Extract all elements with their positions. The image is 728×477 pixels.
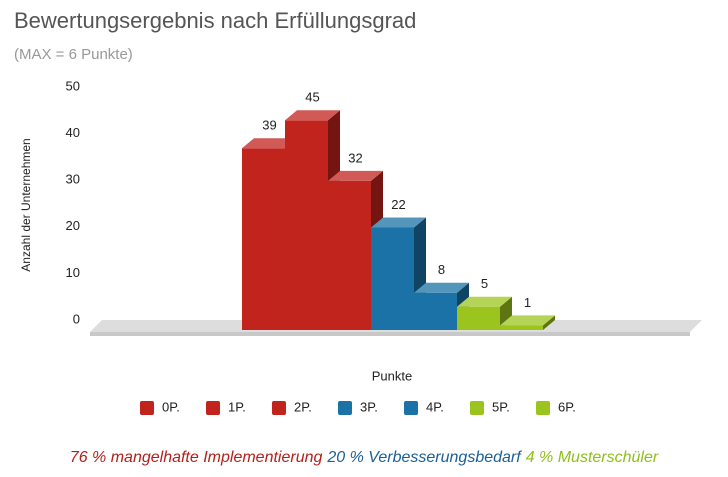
legend-label: 6P. <box>558 399 576 414</box>
value-label: 45 <box>305 90 319 105</box>
bar-front <box>242 148 285 330</box>
bar-top <box>414 282 469 293</box>
legend-swatch <box>338 401 352 415</box>
y-tick-label: 0 <box>73 311 80 326</box>
footer: 76 % mangelhafte Implementierung 20 % Ver… <box>70 449 659 466</box>
bar-top <box>242 138 297 149</box>
value-label: 32 <box>348 150 362 165</box>
bar-top <box>328 170 383 181</box>
x-axis-label: Punkte <box>372 368 412 383</box>
chart-subtitle: (MAX = 6 Punkte) <box>14 46 133 63</box>
bar-front <box>414 292 457 330</box>
bar-front <box>371 227 414 330</box>
footer-part: 76 % mangelhafte Implementierung <box>70 449 323 466</box>
legend-swatch <box>470 401 484 415</box>
value-label: 8 <box>438 262 445 277</box>
bar <box>500 315 555 330</box>
legend-label: 3P. <box>360 399 378 414</box>
legend-swatch <box>206 401 220 415</box>
legend-swatch <box>272 401 286 415</box>
legend-swatch <box>536 401 550 415</box>
bar-front <box>457 306 500 330</box>
value-label: 39 <box>262 118 276 133</box>
legend-label: 4P. <box>426 399 444 414</box>
footer-part: 20 % Verbesserungsbedarf <box>326 449 522 466</box>
y-tick-label: 10 <box>66 265 80 280</box>
value-label: 5 <box>481 276 488 291</box>
bar-front <box>500 325 543 330</box>
y-axis-label: Anzahl der Unternehmen <box>19 138 33 271</box>
legend-label: 0P. <box>162 399 180 414</box>
y-tick-label: 50 <box>66 78 80 93</box>
bar <box>285 110 340 330</box>
bar-top <box>500 315 555 326</box>
bar-top <box>285 110 340 121</box>
bar-top <box>371 217 426 228</box>
value-label: 22 <box>391 197 405 212</box>
y-tick-label: 20 <box>66 218 80 233</box>
legend-label: 2P. <box>294 399 312 414</box>
bar-side <box>543 315 555 330</box>
bar-front <box>285 120 328 330</box>
legend-swatch <box>404 401 418 415</box>
footer-part: 4 % Musterschüler <box>526 449 659 466</box>
chart-title: Bewertungsergebnis nach Erfüllungsgrad <box>14 8 416 33</box>
legend-swatch <box>140 401 154 415</box>
value-label: 1 <box>524 295 531 310</box>
bar-front <box>328 180 371 330</box>
bar-top <box>457 296 512 307</box>
legend-label: 1P. <box>228 399 246 414</box>
y-tick-label: 40 <box>66 125 80 140</box>
legend-label: 5P. <box>492 399 510 414</box>
floor-edge <box>90 332 690 336</box>
y-tick-label: 30 <box>66 172 80 187</box>
